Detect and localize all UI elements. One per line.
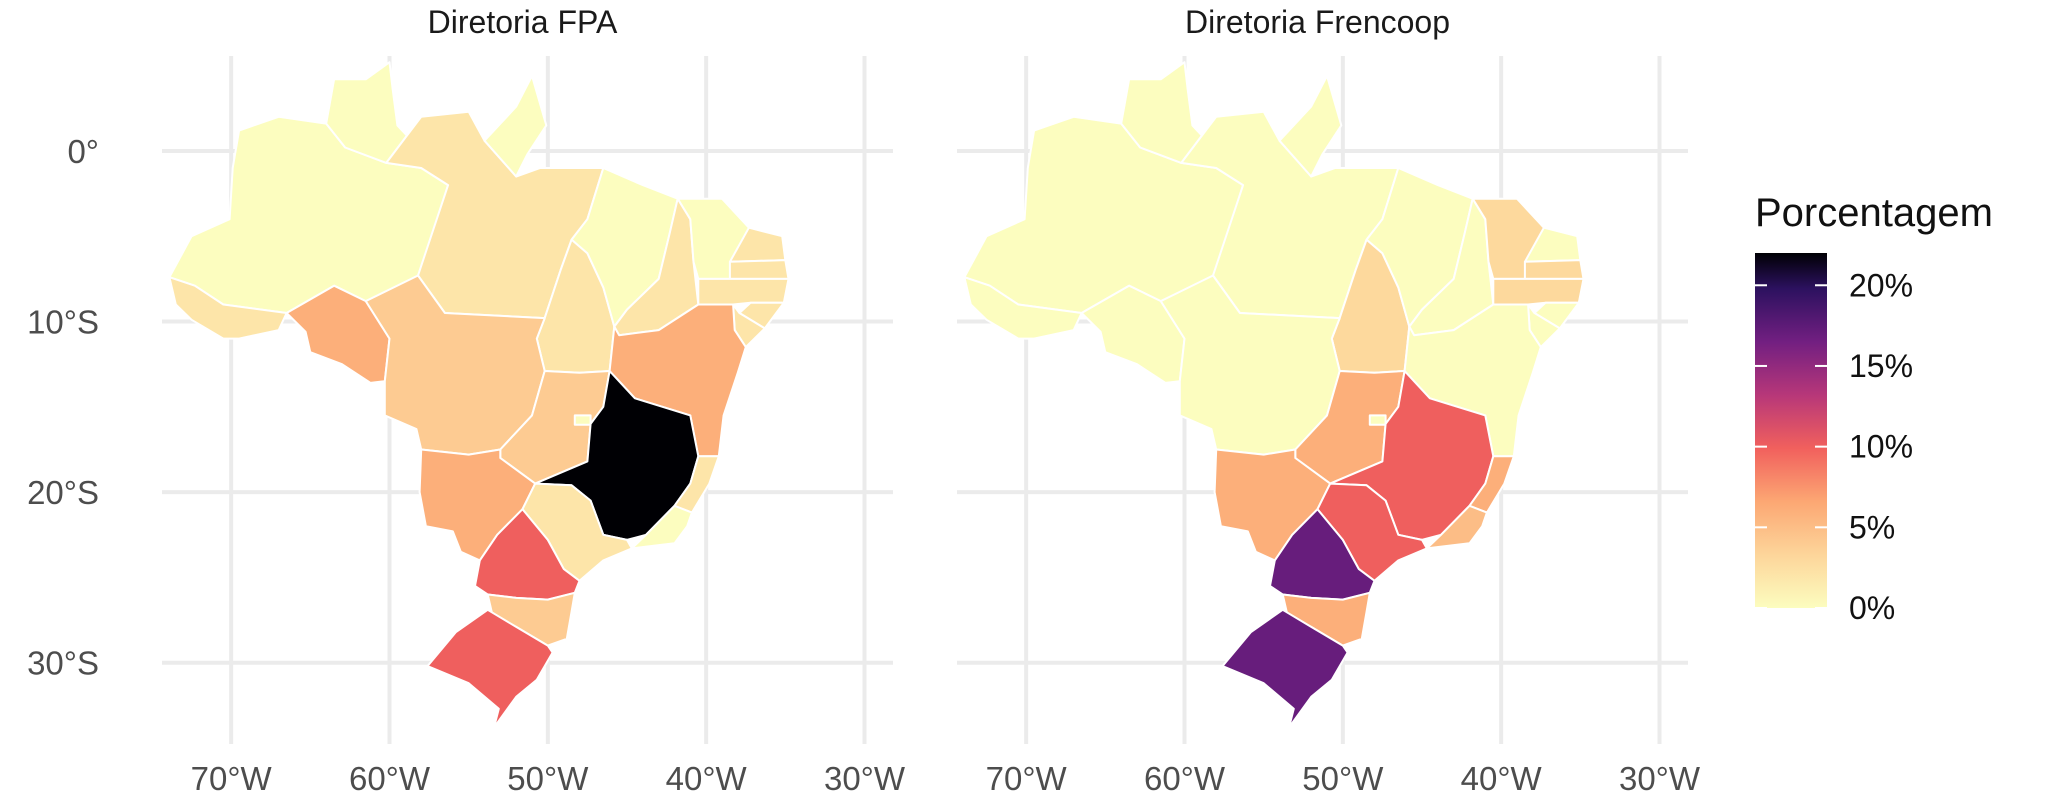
state-ap: [483, 74, 548, 178]
legend: Porcentagem 0% 5% 10% 15% 20%: [1755, 191, 1993, 626]
state-ac: [168, 276, 288, 340]
state-pb: [728, 259, 790, 280]
state-pr: [1269, 508, 1376, 601]
x-tick-label: 30°W: [824, 760, 906, 797]
state-pe: [1492, 277, 1585, 306]
legend-title: Porcentagem: [1755, 191, 1993, 235]
x-tick-label: 60°W: [349, 760, 431, 797]
panel-title: Diretoria Frencoop: [1185, 4, 1450, 40]
y-tick-label: 30°S: [27, 645, 99, 682]
x-tick-label: 70°W: [191, 760, 273, 797]
state-pe: [697, 277, 790, 306]
panel-title: Diretoria FPA: [428, 4, 618, 40]
state-rs: [426, 608, 554, 729]
state-ap: [1278, 74, 1343, 178]
x-tick-label: 60°W: [1144, 760, 1226, 797]
y-tick-label: 10°S: [27, 304, 99, 341]
x-tick-label: 50°W: [507, 760, 589, 797]
legend-tick-label: 10%: [1849, 429, 1913, 465]
state-pb: [1523, 259, 1585, 280]
y-tick-label: 20°S: [27, 474, 99, 511]
state-df: [1368, 414, 1387, 426]
state-rj: [1425, 504, 1488, 550]
state-ac: [963, 276, 1083, 340]
map-panel-2: Diretoria Frencoop 70°W 60°W 50°W 40°W 30°W: [957, 4, 1701, 797]
x-tick-label: 50°W: [1302, 760, 1384, 797]
legend-tick-label: 0%: [1849, 590, 1895, 626]
x-tick-label: 70°W: [986, 760, 1068, 797]
y-tick-label: 0°: [67, 133, 99, 170]
state-ro: [285, 284, 391, 384]
state-rr: [325, 61, 408, 164]
map-panel-1: Diretoria FPA 70°W 60°W 50°W 40°W 30°W 0° 10°S 2…: [27, 4, 906, 797]
state-rj: [630, 504, 693, 550]
x-tick-label: 40°W: [1461, 760, 1543, 797]
x-tick-label: 30°W: [1619, 760, 1701, 797]
legend-tick-label: 15%: [1849, 348, 1913, 384]
legend-tick-label: 5%: [1849, 509, 1895, 545]
state-df: [573, 414, 592, 426]
state-rr: [1120, 61, 1203, 164]
state-rs: [1221, 608, 1349, 729]
legend-tick-label: 20%: [1849, 267, 1913, 303]
x-tick-label: 40°W: [666, 760, 748, 797]
state-ro: [1080, 284, 1186, 384]
legend-colorbar: [1755, 253, 1827, 608]
state-pr: [474, 508, 581, 601]
